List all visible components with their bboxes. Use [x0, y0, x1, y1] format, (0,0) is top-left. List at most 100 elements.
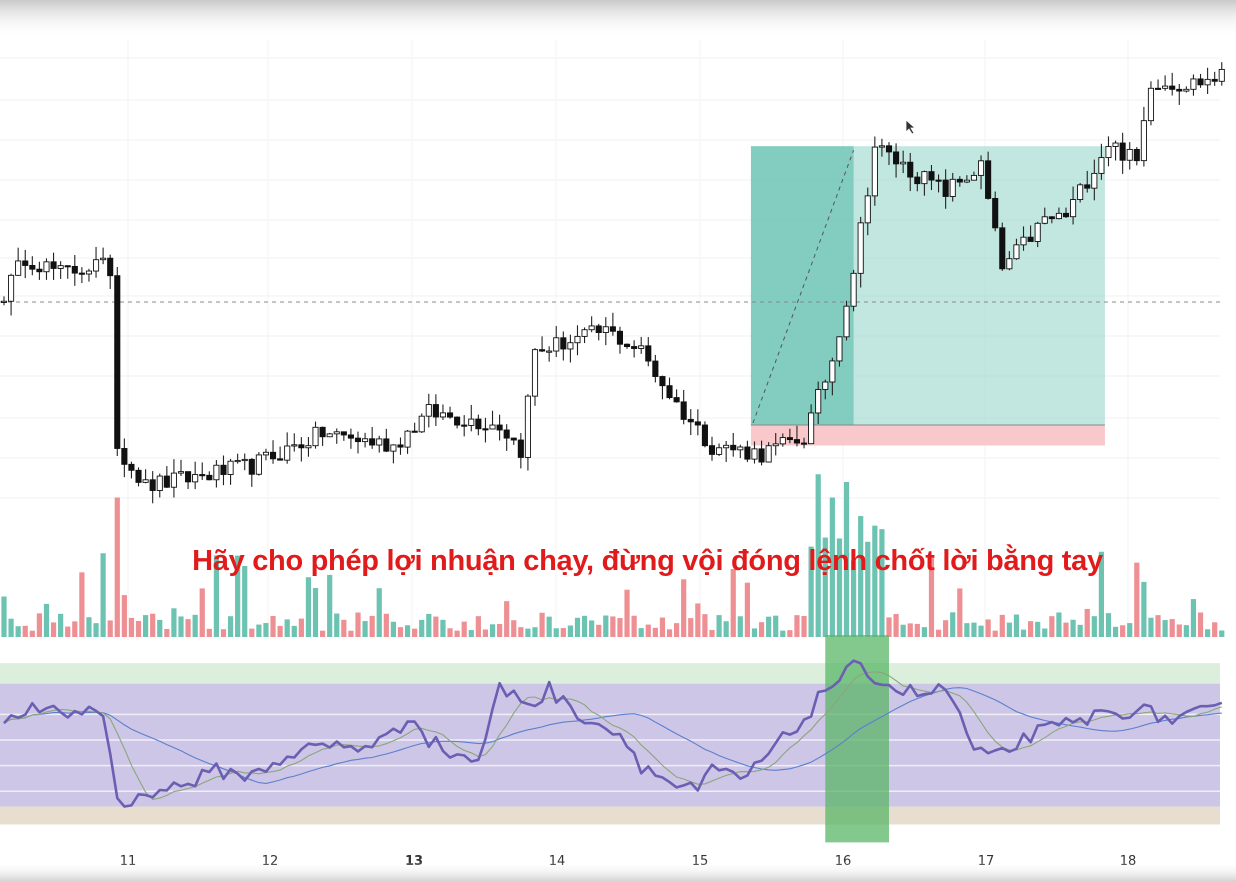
- candle: [439, 404, 447, 420]
- volume-bar: [1162, 620, 1168, 637]
- candle-body: [963, 179, 970, 183]
- volume-bar: [638, 628, 644, 637]
- candle: [609, 312, 616, 336]
- bottom-shade: [0, 861, 1236, 881]
- candle-body: [170, 472, 177, 488]
- candle-body: [142, 479, 149, 483]
- candle-body: [907, 161, 914, 178]
- volume-bar: [928, 556, 935, 637]
- candle-body: [779, 437, 786, 445]
- volume-bar: [114, 497, 120, 637]
- candle-body: [92, 259, 100, 272]
- candle-body: [708, 445, 716, 455]
- candle: [616, 326, 624, 354]
- candle-body: [857, 222, 864, 274]
- volume-bar: [362, 621, 368, 637]
- candle-body: [999, 227, 1006, 270]
- volume-bar: [511, 620, 517, 637]
- candle: [985, 151, 992, 200]
- volume-bar: [213, 555, 219, 637]
- volume-bar: [617, 618, 623, 637]
- candle: [156, 473, 163, 498]
- candle-body: [312, 426, 319, 447]
- candle-body: [454, 416, 461, 426]
- candle-body: [354, 437, 362, 443]
- candle-body: [468, 418, 475, 426]
- candle-body: [29, 265, 36, 270]
- candle: [1140, 106, 1147, 167]
- volume-bar: [86, 617, 92, 637]
- volume-bar: [518, 627, 524, 637]
- volume-bar: [893, 613, 899, 637]
- candle: [723, 440, 730, 462]
- candle-body: [0, 300, 8, 303]
- candle: [999, 222, 1006, 271]
- trade-path-line: [752, 150, 855, 424]
- volume-bar: [135, 620, 142, 637]
- candle: [970, 171, 978, 181]
- candle-body: [914, 176, 921, 185]
- candle-body: [404, 430, 411, 448]
- candle: [1162, 75, 1169, 91]
- candle-body: [319, 426, 326, 438]
- candle-body: [64, 265, 71, 268]
- candle-body: [694, 421, 701, 426]
- candle: [482, 417, 489, 443]
- volume-bar: [1120, 625, 1126, 637]
- candle-body: [687, 418, 694, 423]
- candle-body: [489, 424, 496, 430]
- volume-bar: [419, 619, 425, 637]
- volume-bar: [674, 623, 680, 637]
- volume-bar: [574, 617, 581, 637]
- volume-bar: [263, 623, 269, 637]
- candle-body: [701, 424, 708, 447]
- candle: [1176, 83, 1183, 105]
- volume-bar: [369, 615, 375, 637]
- candle-body: [574, 335, 581, 344]
- candle: [347, 428, 354, 449]
- volume-bar: [589, 620, 595, 637]
- candle-body: [397, 444, 404, 448]
- candle: [531, 348, 539, 406]
- volume-bar: [1063, 622, 1069, 637]
- candle-body: [255, 454, 262, 475]
- candle-body: [1105, 146, 1112, 159]
- candle: [376, 435, 383, 453]
- candle: [241, 453, 248, 471]
- candle: [687, 409, 694, 436]
- candle-body: [553, 337, 560, 352]
- volume-bar: [178, 616, 184, 637]
- candle-body: [496, 424, 503, 431]
- candle-body: [248, 458, 255, 475]
- candle: [1027, 225, 1034, 242]
- candle-body: [185, 471, 192, 483]
- volume-bar: [22, 625, 28, 637]
- volume-bar: [1006, 622, 1012, 637]
- candle: [560, 331, 567, 361]
- candle-body: [744, 446, 751, 460]
- candle-body: [1098, 157, 1105, 174]
- volume-bar: [454, 630, 460, 637]
- candle-body: [602, 326, 609, 333]
- candle-body: [128, 463, 135, 471]
- candle-body: [71, 265, 78, 274]
- candle: [1105, 136, 1112, 167]
- volume-bar: [539, 612, 545, 637]
- candle-body: [362, 438, 369, 443]
- candle: [85, 268, 93, 282]
- candle-body: [206, 474, 213, 481]
- candle-body: [546, 350, 553, 353]
- volume-bar: [921, 627, 927, 637]
- candle: [248, 458, 255, 487]
- candle-body: [1077, 184, 1084, 200]
- candle: [1133, 147, 1140, 166]
- candle-body: [878, 145, 885, 148]
- rsi-panel: [0, 635, 1223, 843]
- position-zones: [750, 146, 1105, 446]
- volume-bar: [645, 624, 651, 637]
- candle-body: [439, 412, 447, 418]
- candle-body: [716, 447, 723, 455]
- candle-body: [298, 444, 305, 449]
- volume-bar: [447, 628, 453, 637]
- volume-bar: [546, 616, 552, 637]
